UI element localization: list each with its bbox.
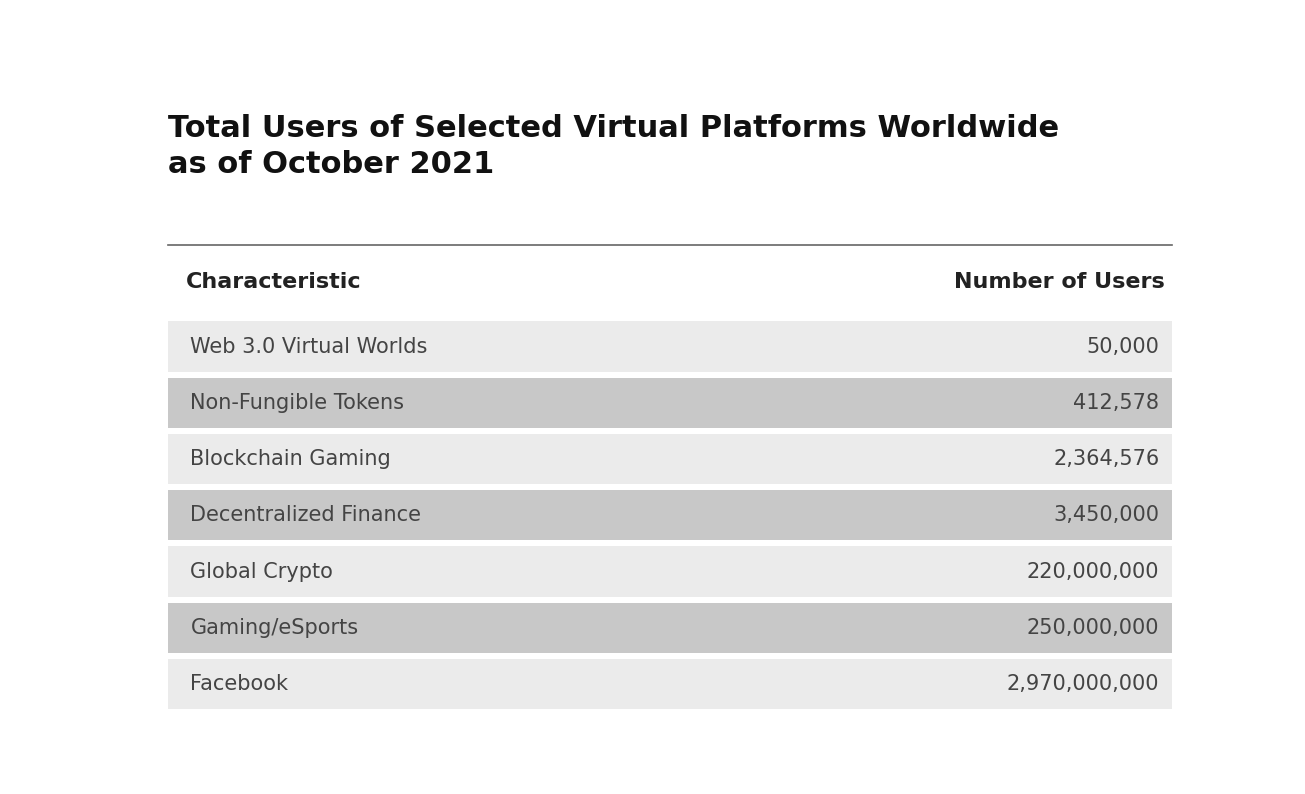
- Text: 220,000,000: 220,000,000: [1027, 561, 1159, 581]
- Text: Gaming/eSports: Gaming/eSports: [191, 618, 359, 638]
- Text: 50,000: 50,000: [1087, 337, 1159, 357]
- Text: 250,000,000: 250,000,000: [1027, 618, 1159, 638]
- Text: 2,970,000,000: 2,970,000,000: [1007, 674, 1159, 694]
- Text: Facebook: Facebook: [191, 674, 288, 694]
- FancyBboxPatch shape: [168, 603, 1172, 653]
- FancyBboxPatch shape: [168, 322, 1172, 372]
- FancyBboxPatch shape: [168, 378, 1172, 428]
- Text: 3,450,000: 3,450,000: [1053, 505, 1159, 526]
- FancyBboxPatch shape: [168, 546, 1172, 596]
- Text: 412,578: 412,578: [1073, 393, 1159, 413]
- Text: Number of Users: Number of Users: [954, 272, 1164, 291]
- Text: Blockchain Gaming: Blockchain Gaming: [191, 449, 392, 469]
- Text: 2,364,576: 2,364,576: [1053, 449, 1159, 469]
- Text: Global Crypto: Global Crypto: [191, 561, 333, 581]
- Text: Total Users of Selected Virtual Platforms Worldwide
as of October 2021: Total Users of Selected Virtual Platform…: [168, 114, 1060, 179]
- FancyBboxPatch shape: [168, 659, 1172, 709]
- Text: Characteristic: Characteristic: [185, 272, 361, 291]
- FancyBboxPatch shape: [168, 434, 1172, 484]
- Text: Web 3.0 Virtual Worlds: Web 3.0 Virtual Worlds: [191, 337, 428, 357]
- Text: Decentralized Finance: Decentralized Finance: [191, 505, 422, 526]
- FancyBboxPatch shape: [168, 490, 1172, 541]
- Text: Non-Fungible Tokens: Non-Fungible Tokens: [191, 393, 405, 413]
